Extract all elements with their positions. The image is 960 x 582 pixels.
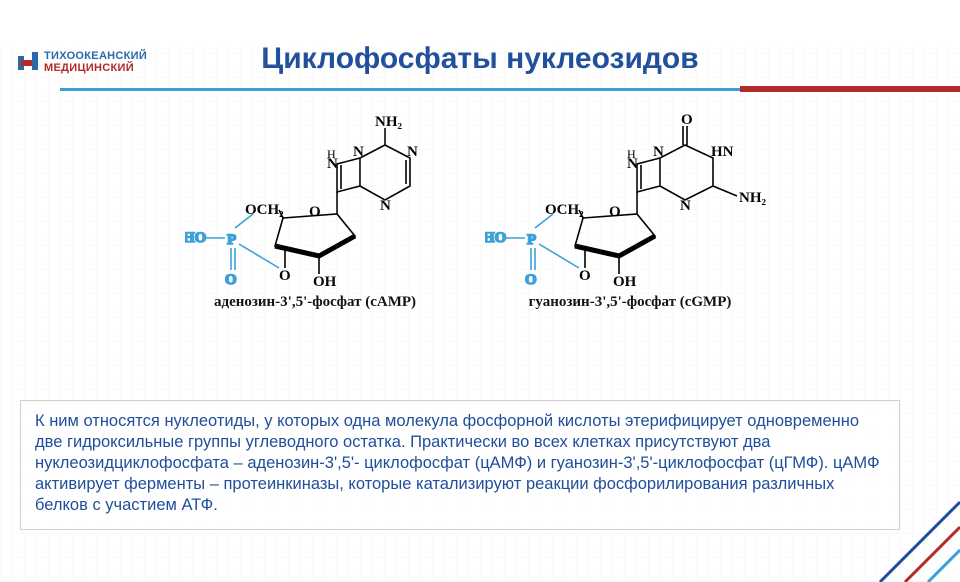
svg-text:O: O <box>579 268 591 284</box>
svg-text:P: P <box>527 232 536 248</box>
svg-text:HN: HN <box>711 144 734 160</box>
svg-text:H: H <box>627 147 636 161</box>
svg-text:NH₂: NH₂ <box>375 114 403 130</box>
svg-text:H: H <box>327 147 336 161</box>
svg-text:N: N <box>353 144 364 160</box>
svg-text:P: P <box>227 232 236 248</box>
svg-text:O: O <box>609 204 621 220</box>
logo-mark-icon <box>18 50 40 76</box>
cgmp-structure-icon: O HN NH₂ N N N H O OCH₂ <box>485 110 775 290</box>
svg-text:N: N <box>680 198 691 214</box>
body-paragraph: К ним относятся нуклеотиды, у которых од… <box>20 400 900 530</box>
svg-text:HO: HO <box>485 230 506 246</box>
title-rule <box>60 86 900 92</box>
svg-text:OH: OH <box>313 274 337 290</box>
svg-text:OH: OH <box>613 274 637 290</box>
molecule-camp: NH₂ N N N N H O OCH₂ <box>185 110 445 311</box>
structures-row: NH₂ N N N N H O OCH₂ <box>0 110 960 311</box>
camp-caption: аденозин-3',5'-фосфат (cAMP) <box>185 294 445 311</box>
logo-line-2: МЕДИЦИНСКИЙ <box>44 63 147 75</box>
cgmp-caption: гуанозин-3',5'-фосфат (cGMP) <box>485 294 775 311</box>
svg-text:O: O <box>525 272 537 288</box>
logo: ТИХООКЕАНСКИЙ МЕДИЦИНСКИЙ <box>18 50 147 76</box>
svg-text:O: O <box>279 268 291 284</box>
svg-text:O: O <box>225 272 237 288</box>
svg-text:NH₂: NH₂ <box>739 190 767 206</box>
svg-text:O: O <box>681 112 693 128</box>
svg-text:N: N <box>653 144 664 160</box>
svg-text:N: N <box>380 198 391 214</box>
camp-structure-icon: NH₂ N N N N H O OCH₂ <box>185 110 445 290</box>
svg-text:O: O <box>309 204 321 220</box>
svg-text:HO: HO <box>185 230 206 246</box>
molecule-cgmp: O HN NH₂ N N N H O OCH₂ <box>485 110 775 311</box>
svg-text:N: N <box>407 144 418 160</box>
